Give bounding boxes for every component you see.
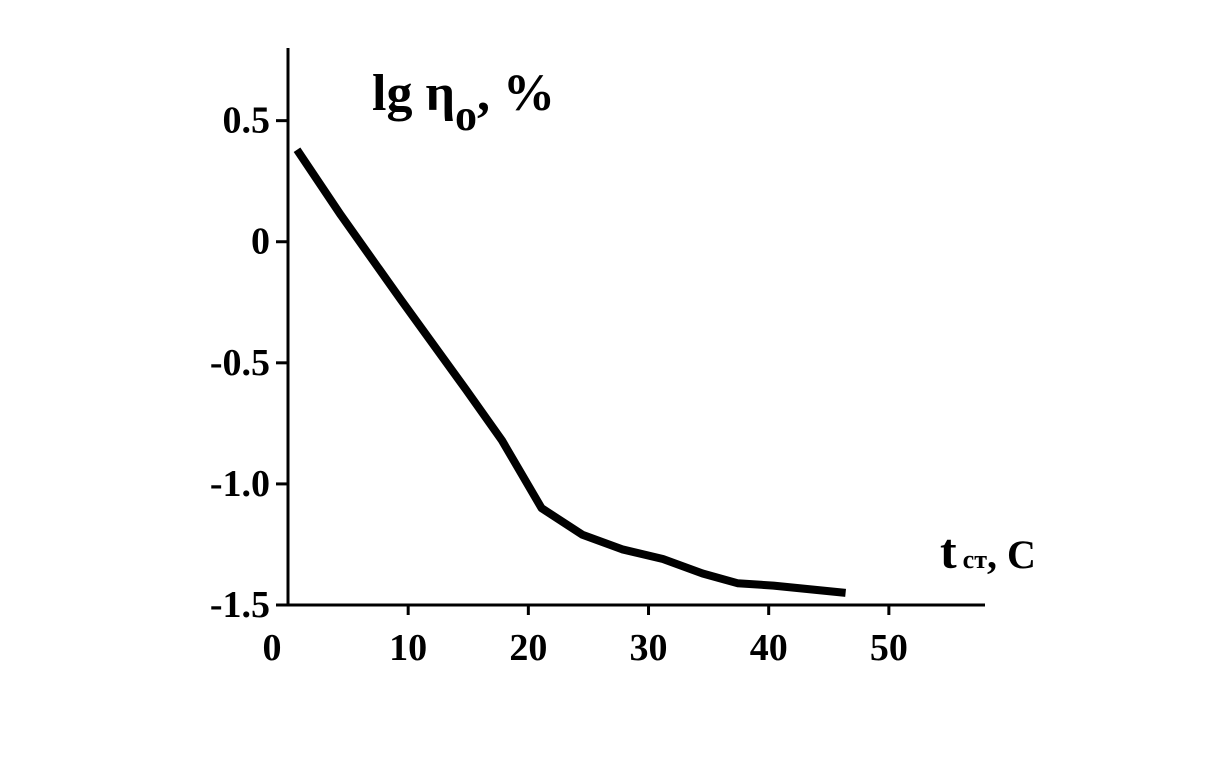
y-tick-label: -1.0 — [210, 463, 270, 505]
x-tick-label: 10 — [389, 627, 427, 669]
x-tick-label: 50 — [870, 627, 908, 669]
x-tick-label: 40 — [750, 627, 788, 669]
x-axis-label: t ст, С — [940, 523, 1036, 579]
x-label-main: t — [940, 523, 957, 579]
x-label-sub: ст — [963, 545, 988, 574]
y-tick-label: -0.5 — [210, 342, 270, 384]
y-label-suffix: , % — [477, 65, 555, 122]
x-tick-label: 0 — [263, 627, 282, 669]
y-tick-label: -1.5 — [210, 584, 270, 626]
x-tick-label: 20 — [509, 627, 547, 669]
y-tick-label: 0.5 — [223, 100, 271, 142]
data-line — [293, 147, 847, 597]
x-label-suffix: , С — [987, 532, 1036, 577]
y-label-sub: o — [455, 91, 477, 140]
y-label-main: lg η — [372, 65, 455, 122]
y-axis-label: lg ηo, % — [372, 65, 555, 140]
x-tick-label: 30 — [630, 627, 668, 669]
y-tick-label: 0 — [251, 221, 270, 263]
